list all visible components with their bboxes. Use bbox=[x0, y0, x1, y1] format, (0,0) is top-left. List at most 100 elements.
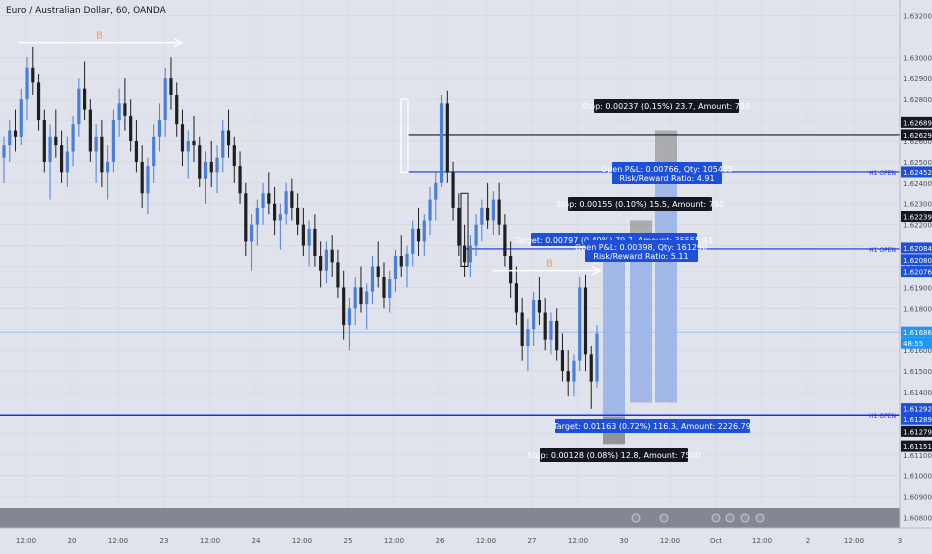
candle-body bbox=[278, 214, 282, 221]
event-icon bbox=[659, 513, 669, 523]
candle-body bbox=[192, 140, 196, 146]
price-badge-label: 1.62080 bbox=[903, 257, 932, 265]
candle-body bbox=[36, 82, 41, 121]
price-tick-label: 1.62400 bbox=[903, 180, 932, 188]
price-tick-label: 1.60900 bbox=[903, 494, 932, 502]
time-tick-label: 25 bbox=[344, 537, 353, 545]
candle-body bbox=[359, 287, 363, 305]
price-tick-label: 1.61100 bbox=[903, 452, 932, 460]
candle-body bbox=[543, 312, 547, 340]
candle-body bbox=[324, 249, 329, 271]
time-tick-label: 20 bbox=[68, 537, 77, 545]
candle-body bbox=[422, 220, 426, 242]
price-badge-label: 1.62084 bbox=[903, 245, 932, 253]
price-badge-label: 1.62076 bbox=[903, 269, 932, 277]
h1-open-label: H1 OPEN bbox=[869, 170, 896, 177]
candle-body bbox=[486, 207, 490, 221]
price-axis[interactable]: 1.632001.630001.629001.628001.627001.626… bbox=[869, 0, 932, 550]
candle-body bbox=[451, 172, 455, 208]
price-badge bbox=[901, 242, 932, 254]
price-tick-label: 1.61500 bbox=[903, 368, 932, 376]
time-tick-label: 12:00 bbox=[384, 537, 404, 545]
candle-body bbox=[537, 299, 542, 313]
candle-body bbox=[152, 136, 156, 167]
horizontal-lines bbox=[0, 134, 900, 416]
candle-body bbox=[462, 245, 467, 263]
rr-1-label: Risk/Reward Ratio: 4.91 bbox=[619, 174, 714, 183]
candle-body bbox=[290, 191, 294, 208]
arrow-head-2 bbox=[591, 266, 602, 276]
candle-body bbox=[428, 199, 432, 221]
arrow-head-1 bbox=[173, 37, 184, 48]
candle-body bbox=[83, 88, 87, 110]
price-tick-label: 1.62200 bbox=[903, 222, 932, 230]
candle-body bbox=[301, 224, 305, 246]
candle-body bbox=[439, 103, 444, 183]
price-badge bbox=[901, 413, 932, 425]
stop-mid-label: Stop: 0.00155 (0.10%) 15.5, Amount: 750 bbox=[556, 200, 724, 209]
time-tick-label: 12:00 bbox=[200, 537, 220, 545]
candle-body bbox=[342, 287, 346, 326]
openpl-1-box bbox=[612, 162, 722, 184]
price-badge bbox=[901, 129, 932, 141]
candle-body bbox=[555, 320, 559, 351]
time-tick-label: 26 bbox=[436, 537, 445, 545]
price-tick-label: 1.62900 bbox=[903, 75, 932, 83]
event-icon bbox=[725, 513, 735, 523]
candle-body bbox=[497, 199, 501, 225]
price-badge bbox=[901, 440, 932, 452]
candle-body bbox=[203, 161, 208, 179]
price-tick-label: 1.63000 bbox=[903, 54, 932, 62]
candle-body bbox=[296, 207, 300, 225]
time-tick-label: 12:00 bbox=[292, 537, 312, 545]
event-icon bbox=[755, 513, 765, 523]
price-badge bbox=[901, 254, 932, 266]
rr-2-label: Risk/Reward Ratio: 5.11 bbox=[593, 252, 688, 261]
candle-body bbox=[307, 228, 311, 246]
event-strip-bg bbox=[0, 508, 900, 528]
time-tick-label: 12:00 bbox=[16, 537, 36, 545]
candle-body bbox=[25, 67, 29, 100]
candle-body bbox=[399, 256, 403, 267]
candle-body bbox=[106, 161, 110, 173]
target-bottom-label: Target: 0.01163 (0.72%) 116.3, Amount: 2… bbox=[552, 422, 751, 431]
time-tick-label: 24 bbox=[252, 537, 261, 545]
price-badge-label: 1.61686 bbox=[903, 329, 932, 337]
candle-body bbox=[353, 287, 357, 309]
candle-body bbox=[445, 103, 449, 173]
price-badge-label: 1.62239 bbox=[903, 214, 932, 222]
time-tick-label: 12:00 bbox=[844, 537, 864, 545]
price-badge-label: 1.61292 bbox=[903, 406, 932, 414]
candle-body bbox=[8, 130, 12, 146]
price-tick-label: 1.62800 bbox=[903, 96, 932, 104]
time-tick-label: 12:00 bbox=[752, 537, 772, 545]
candle-body bbox=[566, 371, 570, 382]
candle-body bbox=[336, 262, 340, 288]
time-axis[interactable]: 12:00 20 12:00 23 12:00 24 12:00 25 12:00 26 12:00… bbox=[0, 527, 932, 550]
candle-body bbox=[111, 120, 115, 162]
price-badge bbox=[901, 337, 932, 349]
candle-body bbox=[313, 228, 317, 257]
candle-body bbox=[244, 193, 248, 242]
candle-body bbox=[532, 299, 536, 330]
candle-body bbox=[405, 253, 409, 267]
candle-body bbox=[134, 140, 139, 162]
grid-lines bbox=[0, 0, 901, 528]
time-tick-label: 12:00 bbox=[660, 537, 680, 545]
candle-body bbox=[31, 67, 35, 83]
candle-body bbox=[468, 245, 472, 263]
candle-body bbox=[284, 191, 288, 215]
candle-body bbox=[198, 145, 202, 179]
price-tick-label: 1.63200 bbox=[903, 12, 932, 20]
candle-body bbox=[526, 329, 530, 346]
candle-body bbox=[457, 207, 461, 246]
candle-body bbox=[249, 224, 254, 242]
price-badge bbox=[901, 211, 932, 223]
target-bottom-box bbox=[555, 419, 750, 433]
time-tick-label: Oct bbox=[710, 537, 722, 545]
candle-body bbox=[186, 140, 190, 152]
b-marker-2: B bbox=[546, 259, 553, 270]
price-badge bbox=[901, 116, 932, 128]
